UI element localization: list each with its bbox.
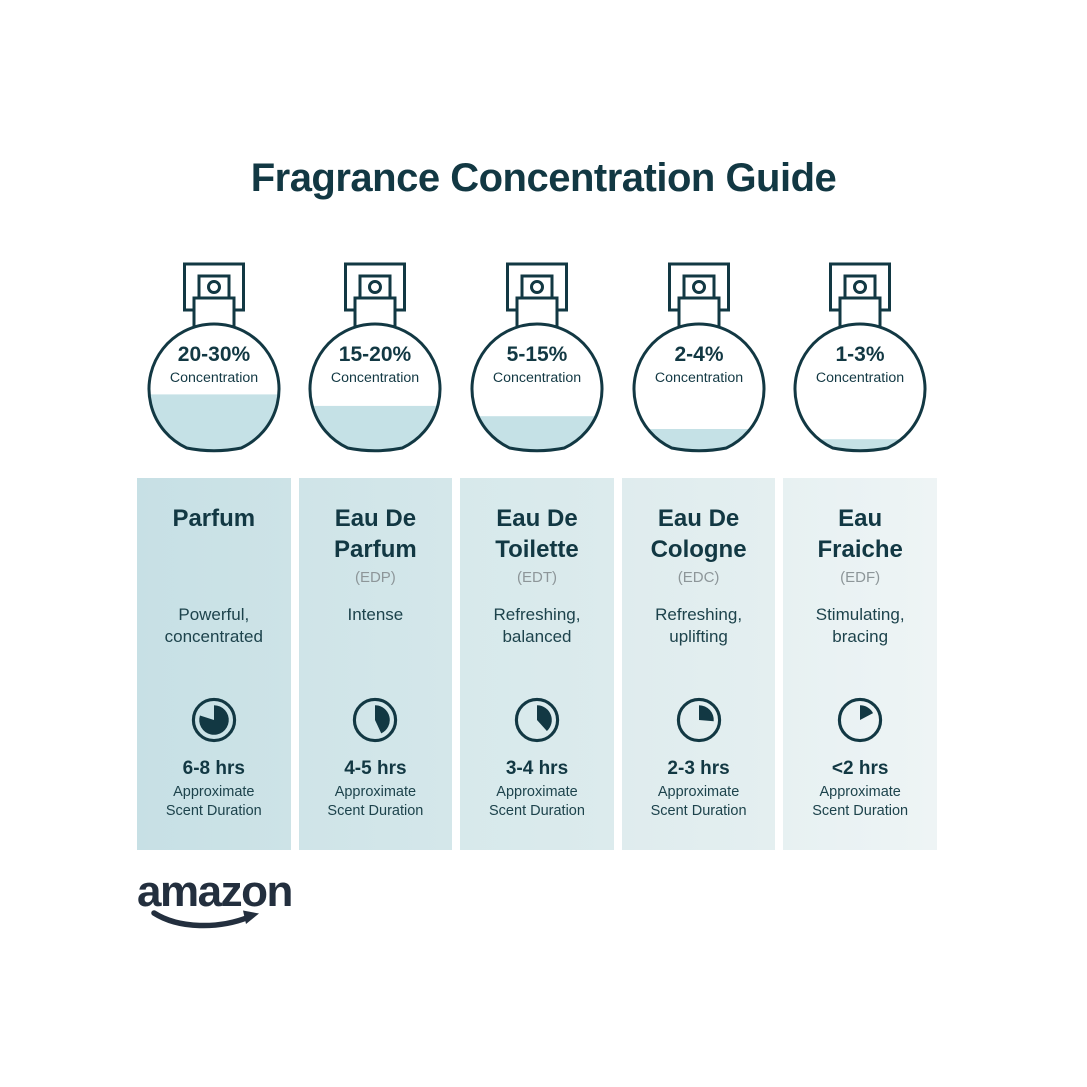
concentration-value: 1-3% <box>836 343 885 366</box>
bottle-body-outline <box>147 322 281 453</box>
fragrance-description: Refreshing, balanced <box>493 605 581 647</box>
perfume-bottle-icon: 15-20% Concentration <box>308 262 442 453</box>
duration-clock <box>305 696 447 744</box>
concentration-value: 20-30% <box>178 343 251 366</box>
clock-ring <box>838 697 883 743</box>
scent-duration-value: 4-5 hrs <box>344 758 407 779</box>
scent-duration-value: 3-4 hrs <box>505 758 569 779</box>
concentration-label: Concentration <box>816 370 904 386</box>
nozzle-hole <box>206 280 221 294</box>
scent-duration-label: Approximate Scent Duration <box>650 784 747 820</box>
clock-wedge <box>698 705 714 722</box>
fragrance-name: Eau De Parfum <box>334 505 417 563</box>
bottle-neck <box>353 296 397 326</box>
perfume-bottle-icon: 2-4% Concentration <box>632 262 766 453</box>
duration-clock <box>466 696 608 744</box>
perfume-bottle: 20-30% Concentration <box>137 262 291 462</box>
perfume-bottle-icon: 1-3% Concentration <box>793 262 927 453</box>
perfume-bottle-icon: 5-15% Concentration <box>470 262 604 453</box>
nozzle-hole <box>368 280 383 294</box>
clock-ring <box>353 697 398 743</box>
perfume-bottle-icon: 20-30% Concentration <box>147 262 281 453</box>
clock-icon <box>676 697 721 743</box>
bottle-body-outline <box>470 322 604 453</box>
fragrance-card: Parfum Powerful, concentrated 6-8 hrs Ap… <box>137 478 291 850</box>
clock-wedge <box>199 705 229 735</box>
bottle-body-outline <box>793 322 927 453</box>
bottle-neck <box>677 296 721 326</box>
scent-duration-label: Approximate Scent Duration <box>812 784 909 820</box>
bottle-neck <box>838 296 882 326</box>
fragrance-description: Powerful, concentrated <box>164 605 263 647</box>
amazon-smile-icon <box>151 910 259 929</box>
fragrance-name: Parfum <box>172 505 256 532</box>
nozzle-hole <box>853 280 868 294</box>
clock-icon <box>838 697 883 743</box>
scent-duration-label: Approximate Scent Duration <box>327 784 424 820</box>
perfume-bottle: 1-3% Concentration <box>783 262 937 462</box>
fragrance-card: Eau De Parfum (EDP) Intense 4-5 hrs Appr… <box>298 478 453 850</box>
scent-duration-label: Approximate Scent Duration <box>165 784 262 820</box>
bottle-liquid <box>795 439 926 451</box>
clock-wedge <box>536 705 552 731</box>
duration-clock <box>143 696 285 744</box>
footer: amazon <box>137 867 293 935</box>
fragrance-name: Eau De Cologne <box>650 505 747 563</box>
clock-icon <box>353 697 398 743</box>
nozzle-hole <box>691 280 706 294</box>
fragrance-abbreviation: (EDC) <box>677 569 720 586</box>
clock-wedge <box>375 705 391 734</box>
bottles-row: 20-30% Concentration 15-20% Concentratio… <box>137 262 937 462</box>
clock-icon <box>191 697 236 743</box>
cards-row: Parfum Powerful, concentrated 6-8 hrs Ap… <box>137 478 937 850</box>
guide-content: 20-30% Concentration 15-20% Concentratio… <box>137 262 937 850</box>
duration-clock <box>628 696 770 744</box>
clock-ring <box>191 697 236 743</box>
perfume-bottle: 2-4% Concentration <box>622 262 776 462</box>
duration-clock <box>789 696 931 744</box>
concentration-value: 2-4% <box>674 343 723 366</box>
concentration-label: Concentration <box>331 370 419 386</box>
bottle-neck <box>192 296 236 326</box>
clock-ring <box>676 697 721 743</box>
bottle-neck <box>515 296 559 326</box>
fragrance-abbreviation: (EDT) <box>516 569 557 586</box>
fragrance-description: Refreshing, uplifting <box>655 605 743 647</box>
fragrance-description: Intense <box>347 605 404 624</box>
fragrance-card: Eau De Toilette (EDT) Refreshing, balanc… <box>460 478 614 850</box>
bottle-liquid <box>471 416 602 451</box>
scent-duration-value: <2 hrs <box>831 758 889 779</box>
concentration-label: Concentration <box>493 370 581 386</box>
bottle-body-fill <box>795 324 926 451</box>
amazon-logo-text: amazon <box>137 867 293 916</box>
perfume-bottle: 5-15% Concentration <box>460 262 614 462</box>
fragrance-abbreviation <box>143 569 285 591</box>
nozzle-hole <box>529 280 544 294</box>
clock-icon <box>514 697 560 743</box>
scent-duration-label: Approximate Scent Duration <box>489 784 585 820</box>
clock-wedge <box>860 705 874 720</box>
bottle-body-outline <box>308 322 442 453</box>
scent-duration-value: 6-8 hrs <box>182 758 245 779</box>
fragrance-card: Eau Fraiche (EDF) Stimulating, bracing <… <box>783 478 937 850</box>
bottle-body-outline <box>632 322 766 453</box>
fragrance-name: Eau Fraiche <box>817 505 903 563</box>
perfume-bottle: 15-20% Concentration <box>299 262 453 462</box>
bottle-body-fill <box>633 324 764 451</box>
scent-duration-value: 2-3 hrs <box>667 758 730 779</box>
concentration-value: 15-20% <box>339 343 412 366</box>
clock-ring <box>514 697 560 743</box>
fragrance-abbreviation: (EDF) <box>840 569 881 586</box>
fragrance-description: Stimulating, bracing <box>815 605 905 647</box>
page-title: Fragrance Concentration Guide <box>250 156 837 200</box>
concentration-label: Concentration <box>170 370 258 386</box>
fragrance-card: Eau De Cologne (EDC) Refreshing, uplifti… <box>621 478 776 850</box>
concentration-label: Concentration <box>654 370 742 386</box>
fragrance-abbreviation: (EDP) <box>354 569 396 586</box>
fragrance-name: Eau De Toilette <box>495 505 579 563</box>
concentration-value: 5-15% <box>507 343 568 366</box>
